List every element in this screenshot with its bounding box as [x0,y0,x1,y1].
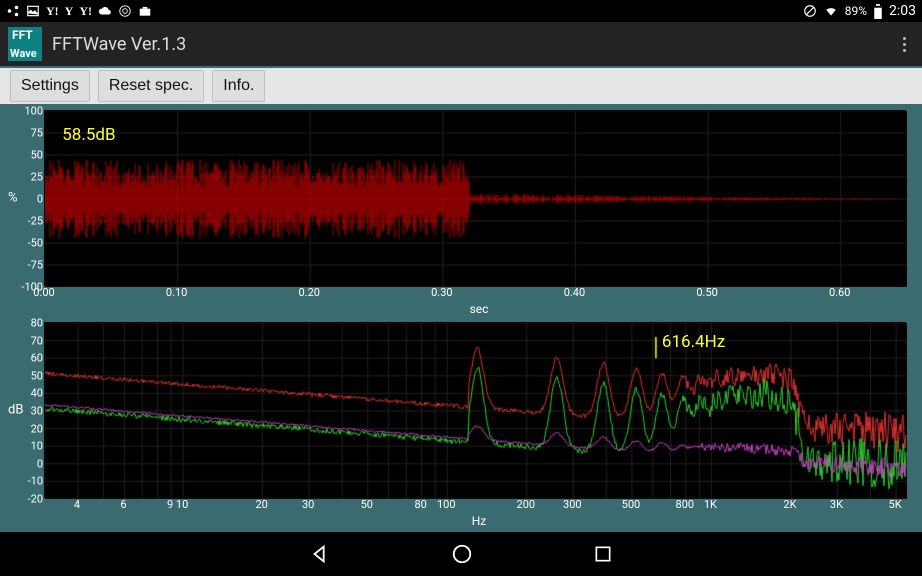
shield-icon [118,4,132,18]
xtick: 4 [74,498,80,511]
ytick: 20 [13,422,43,435]
xtick: 0.00 [33,286,54,299]
xtick: 0.10 [166,286,187,299]
waveform-yticks: -100-75-50-250255075100 [13,111,43,285]
ytick: 50 [13,369,43,382]
spectrum-yticks: -20-1001020304050607080 [13,323,43,497]
xtick: 100 [437,498,456,511]
app-icon: FFT Wave [8,27,42,61]
ytick: -75 [13,259,43,272]
xtick: 0.40 [564,286,585,299]
xtick: 500 [622,498,641,511]
waveform-xlabel: sec [44,302,914,316]
wifi-icon [823,4,839,18]
clock: 2:03 [889,3,916,19]
ytick: 10 [13,440,43,453]
xtick: 20 [255,498,267,511]
status-left: Y! Y Y! [6,4,152,19]
spectrum-xlabel: Hz [44,514,914,528]
ytick: 70 [13,334,43,347]
xtick: 0.60 [829,286,850,299]
ytick: 30 [13,405,43,418]
ytick: 100 [13,105,43,118]
xtick: 200 [517,498,536,511]
xtick: 0.30 [431,286,452,299]
waveform-plot[interactable]: -100-75-50-250255075100 58.5dB [44,110,906,286]
battery-icon [873,4,883,19]
xtick: 0.50 [696,286,717,299]
ytick: 0 [13,193,43,206]
xtick: 2K [783,498,796,511]
ytick: 60 [13,352,43,365]
settings-button[interactable]: Settings [10,70,90,102]
app-icon-line1: FFT [12,29,33,41]
status-bar: Y! Y Y! 89% 2:03 [0,0,922,22]
xtick: 3K [830,498,843,511]
briefcase-icon [138,4,152,18]
xtick: 6 [120,498,126,511]
app-title: FFTWave Ver.1.3 [52,34,885,55]
xtick: 9 [167,498,173,511]
ytick: -10 [13,475,43,488]
status-right: 89% 2:03 [803,3,916,19]
ytick: -50 [13,237,43,250]
reset-spec-button[interactable]: Reset spec. [98,70,204,102]
ytick: 75 [13,127,43,140]
nav-bar [0,532,922,576]
xtick: 30 [302,498,314,511]
charts-area: % -100-75-50-250255075100 58.5dB 0.000.1… [0,104,922,532]
yahoo-icon: Y [65,4,74,19]
ytick: -20 [13,493,43,506]
xtick: 300 [563,498,582,511]
home-button[interactable] [451,543,473,565]
app-header: FFT Wave FFTWave Ver.1.3 [0,22,922,68]
share-icon [6,4,20,18]
no-disturb-icon [803,4,817,18]
weather-icon [98,4,112,18]
waveform-xticks: 0.000.100.200.300.400.500.60 [44,286,906,300]
recent-apps-button[interactable] [593,544,613,564]
ytick: 80 [13,317,43,330]
xtick: 1K [704,498,717,511]
xtick: 80 [414,498,426,511]
waveform-chart: % -100-75-50-250255075100 58.5dB 0.000.1… [8,110,914,316]
yahoo-icon: Y! [79,4,92,19]
ytick: 40 [13,387,43,400]
ytick: 0 [13,457,43,470]
xtick: 10 [176,498,188,511]
overflow-menu-button[interactable] [895,37,914,52]
back-button[interactable] [309,543,331,565]
ytick: 50 [13,149,43,162]
image-icon [26,4,40,18]
ytick: 25 [13,171,43,184]
xtick: 5K [889,498,902,511]
app-icon-line2: Wave [10,48,37,59]
spectrum-plot[interactable]: -20-1001020304050607080 616.4Hz [44,322,906,498]
xtick: 800 [676,498,695,511]
battery-pct: 89% [845,4,867,18]
info-button[interactable]: Info. [212,70,265,102]
yahoo-icon: Y! [46,4,59,19]
xtick: 0.20 [298,286,319,299]
ytick: -25 [13,215,43,228]
toolbar: Settings Reset spec. Info. [0,68,922,104]
spectrum-chart: dB -20-1001020304050607080 616.4Hz 46910… [8,322,914,528]
xtick: 50 [361,498,373,511]
spectrum-xticks: 4 6 910 20 30 50 80 100 200 300 500 800 1K 2K 3K 5K [44,498,906,512]
